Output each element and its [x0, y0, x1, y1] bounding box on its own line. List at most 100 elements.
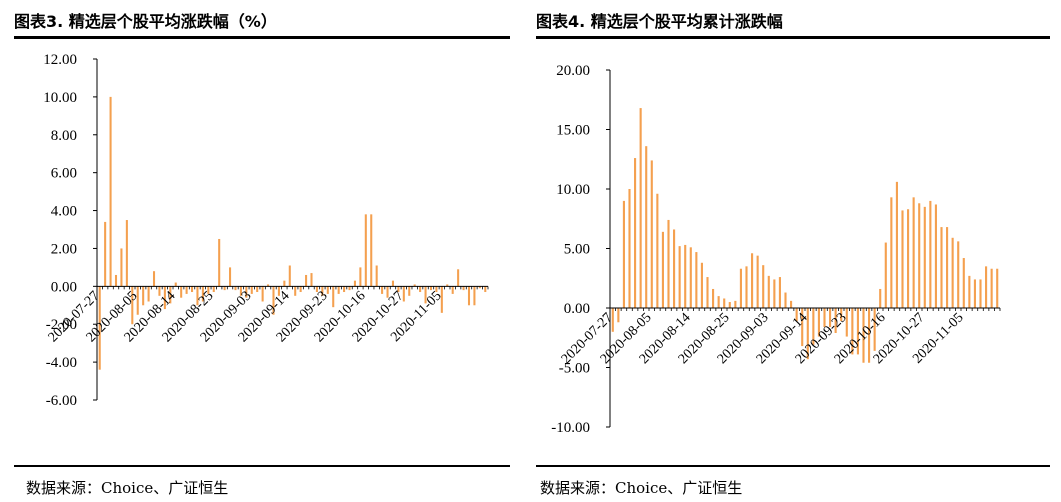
bar [946, 227, 949, 308]
bar [951, 237, 954, 308]
bar [823, 308, 826, 328]
bar [457, 269, 460, 287]
bar [234, 286, 237, 291]
bar [628, 189, 631, 308]
bar [408, 286, 411, 296]
bar [277, 286, 280, 296]
y-tick-label: 10.00 [43, 90, 77, 106]
bar [147, 286, 150, 302]
bar [834, 308, 837, 333]
bar [109, 96, 112, 287]
source-text: Choice、广证恒生 [615, 479, 743, 497]
y-tick-label: 10.00 [556, 182, 590, 198]
bar [256, 286, 259, 293]
bar [661, 231, 664, 308]
bar [114, 274, 118, 287]
bar [332, 286, 335, 308]
bar [239, 286, 242, 296]
bar [201, 286, 204, 302]
bar [402, 286, 405, 302]
bar [806, 308, 809, 360]
bar [315, 286, 318, 293]
bar [929, 200, 932, 308]
bar [218, 238, 221, 287]
bar [391, 280, 394, 287]
bar [152, 271, 156, 287]
bar [207, 286, 210, 294]
bar [790, 300, 793, 308]
bar [784, 292, 787, 308]
bar [873, 308, 876, 351]
bar [934, 204, 937, 308]
bar [973, 279, 976, 308]
bar [419, 286, 422, 293]
bar [795, 308, 798, 322]
bar [283, 280, 286, 287]
bar [996, 268, 999, 308]
bar [907, 209, 910, 308]
bar [918, 203, 921, 308]
bar [673, 229, 676, 308]
bar [622, 200, 625, 308]
bar [723, 298, 726, 308]
bar [667, 219, 670, 308]
bar [212, 286, 215, 293]
bar [868, 308, 871, 363]
bar [957, 241, 960, 308]
y-tick-label: 5.00 [564, 242, 590, 258]
bar [381, 286, 384, 294]
y-tick-label: 0.00 [564, 301, 590, 317]
y-tick-label: 2.00 [51, 241, 77, 257]
bar [348, 286, 351, 291]
bar [879, 288, 882, 308]
bar [829, 308, 832, 328]
bar [940, 227, 943, 308]
y-tick-label: -10.00 [551, 420, 590, 436]
bar [840, 308, 843, 322]
bar [429, 286, 433, 291]
bar [337, 286, 340, 294]
bar [751, 253, 754, 308]
bar [801, 308, 804, 347]
bar [634, 158, 637, 308]
bar [767, 275, 770, 308]
bar [353, 280, 356, 287]
bar [650, 160, 653, 308]
y-tick-label: -4.00 [46, 355, 77, 371]
bar [424, 286, 427, 304]
bar [739, 268, 742, 308]
y-tick-label: 20.00 [556, 63, 590, 79]
bar [923, 206, 926, 308]
bar [895, 181, 898, 308]
bar [778, 277, 781, 308]
y-tick-label: -5.00 [559, 361, 590, 377]
bar [413, 284, 416, 287]
bar [386, 286, 389, 298]
bar [326, 286, 329, 294]
bar [645, 146, 648, 308]
chart-title: 图表3. 精选层个股平均涨跌幅（%） [14, 12, 277, 31]
bar [131, 286, 134, 325]
bar [817, 308, 820, 337]
bar [223, 286, 226, 291]
bar [812, 308, 815, 345]
y-tick-label: 12.00 [43, 52, 77, 68]
y-tick-label: 0.00 [51, 279, 77, 295]
bar [756, 255, 759, 308]
y-tick-label: -6.00 [46, 393, 77, 409]
bar [467, 286, 471, 306]
bar [451, 286, 454, 294]
bar [890, 197, 893, 308]
bar [142, 286, 145, 306]
bar [717, 296, 720, 308]
bar [294, 286, 297, 296]
bar [104, 221, 107, 287]
cumulative-change-bar-chart: 20.0015.0010.005.000.00-5.00-10.002020-0… [551, 63, 1001, 436]
chart-panel-right: 图表4. 精选层个股平均累计涨跌幅 20.00 15.00 10.00 5.00 0.0… [530, 0, 1061, 502]
bar [125, 220, 128, 287]
bar [884, 242, 887, 308]
source-prefix: 数据来源： [26, 479, 102, 497]
bar [695, 252, 698, 308]
y-tick-label: 4.00 [51, 204, 77, 220]
bar [473, 286, 476, 306]
